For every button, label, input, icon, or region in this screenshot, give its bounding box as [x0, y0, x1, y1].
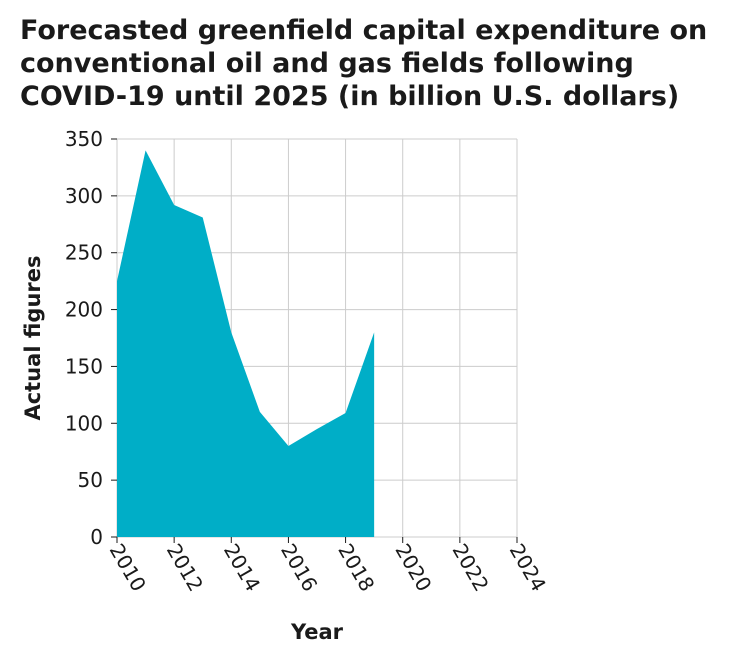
x-tick-label: 2020 [390, 540, 436, 596]
x-tick-label: 2014 [219, 540, 265, 596]
y-tick-label: 150 [65, 354, 103, 378]
chart-title: Forecasted greenfield capital expenditur… [20, 15, 708, 112]
plot-area [116, 150, 375, 537]
y-tick-label: 250 [65, 241, 103, 265]
y-tick-label: 300 [65, 184, 103, 208]
x-axis-label: Year [290, 620, 344, 644]
x-tick-label: 2022 [448, 540, 494, 596]
axes [111, 138, 518, 543]
y-tick-label: 50 [78, 468, 103, 492]
x-tick-label: 2024 [505, 540, 551, 596]
x-tick-label: 2010 [105, 540, 151, 596]
y-tick-label: 200 [65, 298, 103, 322]
x-tick-label: 2012 [162, 540, 208, 596]
x-tick-label: 2018 [333, 540, 379, 596]
y-tick-label: 100 [65, 411, 103, 435]
x-tick-label: 2016 [276, 540, 322, 596]
area-series [117, 150, 375, 537]
y-tick-label: 0 [90, 525, 103, 549]
y-tick-label: 350 [65, 127, 103, 151]
y-axis-label: Actual figures [21, 255, 45, 420]
